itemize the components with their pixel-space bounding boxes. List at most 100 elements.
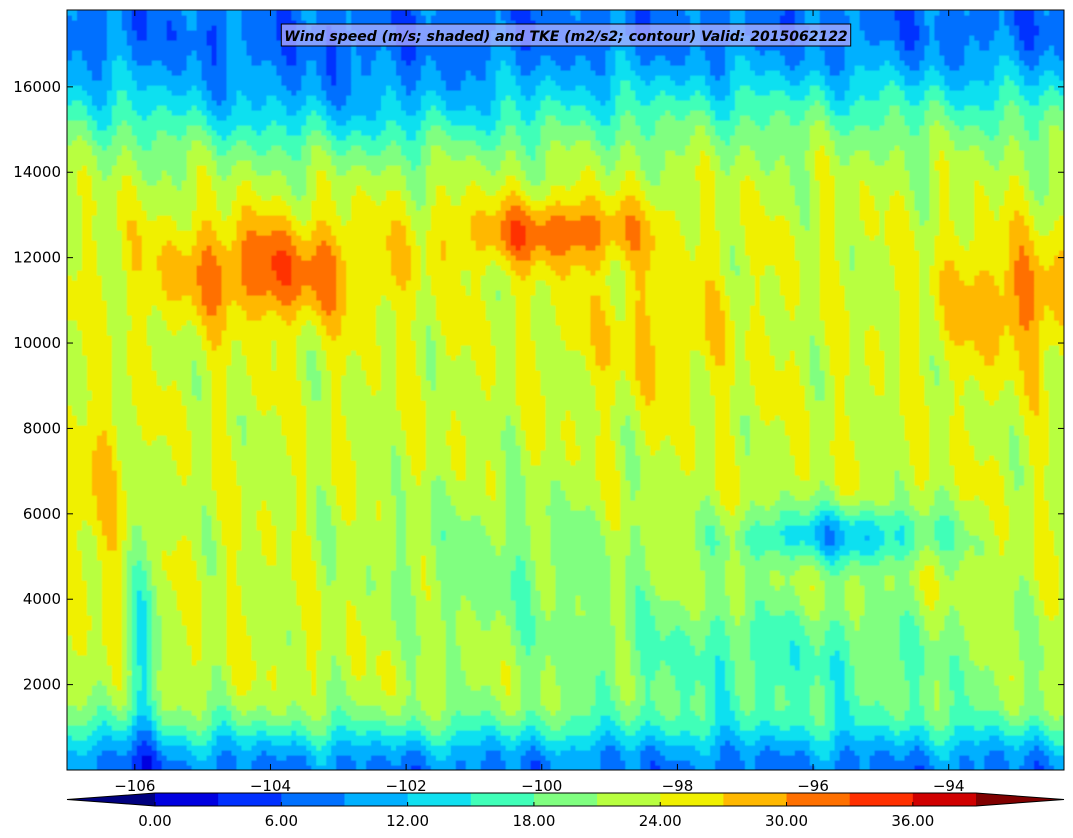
contour-cell [1019, 435, 1030, 441]
contour-cell [306, 355, 317, 361]
contour-cell [749, 525, 786, 531]
contour-cell [186, 735, 213, 741]
contour-cell [67, 630, 88, 636]
contour-cell [331, 470, 357, 476]
contour-cell [226, 575, 238, 581]
contour-cell [480, 295, 497, 301]
contour-cell [734, 545, 751, 551]
contour-cell [739, 705, 756, 711]
contour-cell [420, 730, 432, 736]
contour-cell [650, 315, 706, 321]
contour-cell [515, 300, 532, 306]
contour-cell [226, 640, 253, 646]
contour-cell [954, 405, 965, 411]
contour-cell [725, 580, 746, 586]
contour-cell [1029, 460, 1050, 466]
contour-cell [625, 630, 636, 636]
contour-cell [1029, 400, 1040, 406]
contour-cell [226, 660, 258, 666]
contour-cell [530, 460, 542, 466]
contour-cell [480, 760, 507, 766]
contour-cell [101, 565, 123, 571]
contour-cell [271, 260, 292, 266]
contour-cell [944, 620, 960, 626]
contour-cell [306, 500, 317, 506]
contour-cell [924, 670, 950, 676]
contour-cell [640, 485, 716, 491]
contour-cell [351, 520, 397, 526]
contour-cell [445, 740, 482, 746]
contour-cell [151, 580, 173, 586]
contour-cell [625, 295, 641, 301]
contour-cell [121, 645, 128, 651]
contour-cell [720, 305, 731, 311]
contour-cell [346, 360, 362, 366]
contour-cell [161, 315, 203, 321]
contour-cell [126, 605, 133, 611]
contour-cell [291, 635, 307, 641]
contour-cell [256, 660, 307, 666]
contour-cell [146, 660, 153, 666]
contour-cell [655, 675, 676, 681]
contour-cell [86, 405, 113, 411]
contour-cell [705, 585, 726, 591]
contour-cell [96, 535, 108, 541]
contour-cell [754, 615, 801, 621]
contour-cell [560, 705, 592, 711]
contour-cell [226, 635, 253, 641]
contour-cell [600, 750, 621, 756]
contour-cell [1034, 270, 1064, 276]
contour-cell [530, 605, 542, 611]
contour-cell [799, 285, 821, 291]
contour-cell [715, 710, 736, 716]
contour-cell [520, 460, 532, 466]
contour-cell [286, 450, 307, 456]
contour-cell [1034, 475, 1045, 481]
contour-cell [725, 315, 731, 321]
contour-cell [81, 550, 98, 556]
contour-cell [819, 540, 826, 546]
contour-cell [859, 575, 886, 581]
contour-cell [615, 645, 631, 651]
contour-cell [146, 605, 153, 611]
contour-cell [640, 410, 691, 416]
contour-cell [924, 620, 945, 626]
contour-cell [1039, 330, 1064, 336]
contour-cell [435, 295, 482, 301]
contour-cell [924, 765, 935, 770]
contour-cell [96, 495, 118, 501]
contour-cell [844, 675, 856, 681]
contour-cell [839, 655, 851, 661]
contour-cell [884, 355, 901, 361]
contour-cell [585, 355, 597, 361]
contour-cell [635, 375, 656, 381]
contour-cell [964, 340, 975, 346]
contour-cell [201, 715, 213, 721]
contour-cell [635, 355, 656, 361]
contour-cell [994, 275, 1005, 281]
contour-cell [126, 300, 193, 306]
contour-cell [540, 455, 567, 461]
contour-cell [251, 760, 307, 766]
contour-cell [221, 330, 302, 336]
contour-cell [939, 595, 1015, 601]
contour-cell [849, 705, 886, 711]
contour-cell [121, 620, 128, 626]
contour-cell [306, 660, 317, 666]
contour-cell [111, 670, 123, 676]
contour-cell [829, 355, 851, 361]
contour-cell [744, 580, 771, 586]
contour-cell [515, 365, 537, 371]
contour-cell [450, 355, 457, 361]
contour-cell [570, 505, 587, 511]
contour-cell [116, 500, 128, 506]
contour-cell [774, 735, 816, 741]
contour-cell [420, 390, 487, 396]
contour-cell [844, 285, 896, 291]
contour-cell [281, 425, 307, 431]
contour-cell [899, 410, 931, 416]
contour-cell [326, 490, 337, 496]
contour-cell [715, 675, 726, 681]
contour-cell [974, 445, 1010, 451]
contour-cell [610, 575, 626, 581]
